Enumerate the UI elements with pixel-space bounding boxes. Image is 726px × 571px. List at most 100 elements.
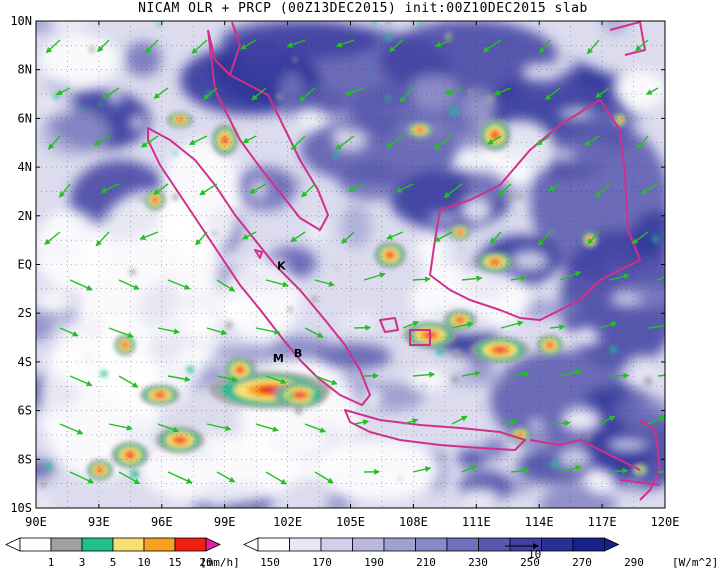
precip-speck [551,460,559,469]
wind-vector [140,135,159,148]
olr-patch [573,72,624,85]
cloud-patch [81,321,106,339]
cloud-patch [420,258,451,275]
wind-vector [157,423,180,433]
wind-vector [549,420,571,426]
precip-speck [186,365,195,374]
olr-patch [212,345,285,362]
wind-vector [549,324,566,331]
cloud-region [36,210,105,290]
cloud-patch [284,431,322,455]
wind-vector [547,183,561,192]
precip-speck [156,22,162,27]
wind-vector [298,87,316,102]
coastline-segment [609,21,646,56]
precip-colorbar-label: 3 [79,556,86,569]
olr-patch [601,21,630,35]
wind-vector [412,276,431,283]
wind-vector [286,39,306,48]
cloud-region [615,70,665,110]
wind-vector [388,39,404,53]
precip-speck [652,235,659,243]
lon-label: 93E [88,515,110,529]
olr-patch [240,37,282,82]
precip-speck [459,246,463,250]
wind-vector [482,39,502,53]
precip-speck [452,349,462,358]
olr-colorbar-segment [352,537,385,552]
wind-vector [290,135,306,151]
precip-colorbar-label: 1 [48,556,55,569]
wind-vector [559,368,582,377]
coastline-segment [147,127,371,406]
precip-cell [159,394,164,396]
precipitation-field [39,21,659,508]
olr-colorbar-segment [446,537,479,552]
cloud-patch [606,437,650,452]
wind-vector [637,135,649,150]
precip-colorbar: 1 3 5 10 15 20 [5,537,221,569]
wind-vector [559,465,582,473]
wind-vector [69,471,95,484]
wind-vector [118,375,139,388]
precip-speck [479,404,483,408]
precip-speck [385,21,392,26]
precip-speck [211,231,217,236]
precip-speck [367,68,371,72]
wind-vector [108,327,134,338]
olr-colorbar-label: 290 [624,556,644,569]
lat-label: 10N [10,14,32,28]
wind-vector [493,87,512,96]
wind-vector [640,183,659,195]
cloud-patch [625,355,657,380]
precip-speck [287,392,295,400]
wind-vector [402,418,419,425]
wind-vector [265,375,287,385]
precip-speck [576,106,582,112]
coastline [147,21,661,501]
wind-vector [206,327,228,336]
olr-colorbar: 150 170 190 210 230 250 270 290 [243,537,644,569]
wind-vector [108,423,133,431]
wind-vector [301,183,316,198]
cloud-patch [363,387,382,412]
precip-speck [436,347,445,356]
olr-patch [449,370,506,387]
wind-vector [451,415,468,425]
city-label: M [273,352,284,365]
coastline-segment [409,329,431,346]
precip-speck [385,34,392,41]
wind-vector [251,87,267,101]
cloud-patch [453,152,489,168]
cloud-patch [571,407,590,427]
cloud-patch [46,424,62,437]
wind-vector [44,231,61,245]
lon-label: 114E [525,515,554,529]
precip-colorbar-segment [174,537,207,552]
precip-colorbar-segment [143,537,176,552]
precip-speck [80,107,84,111]
olr-patch [125,41,162,77]
wind-vector [536,135,551,146]
wind-vector [97,39,110,53]
precip-speck [287,306,293,313]
wind-vector [595,87,610,98]
olr-patch [338,161,404,201]
wind-vector [402,320,420,329]
cloud-patch [558,108,594,120]
precip-cell [549,344,553,346]
cloud-patch [521,62,563,81]
wind-vector [153,87,169,99]
lon-label: 111E [462,515,491,529]
precip-cell [179,119,183,121]
wind-vector [559,271,582,281]
city-label: K [277,259,286,272]
cloud-patch [212,500,226,508]
wind-vector [304,423,327,433]
city-label: B [294,347,302,360]
precip-cell [619,119,622,121]
cloud-patch [509,249,550,272]
precip-speck [418,21,424,27]
wind-vector [240,39,257,50]
